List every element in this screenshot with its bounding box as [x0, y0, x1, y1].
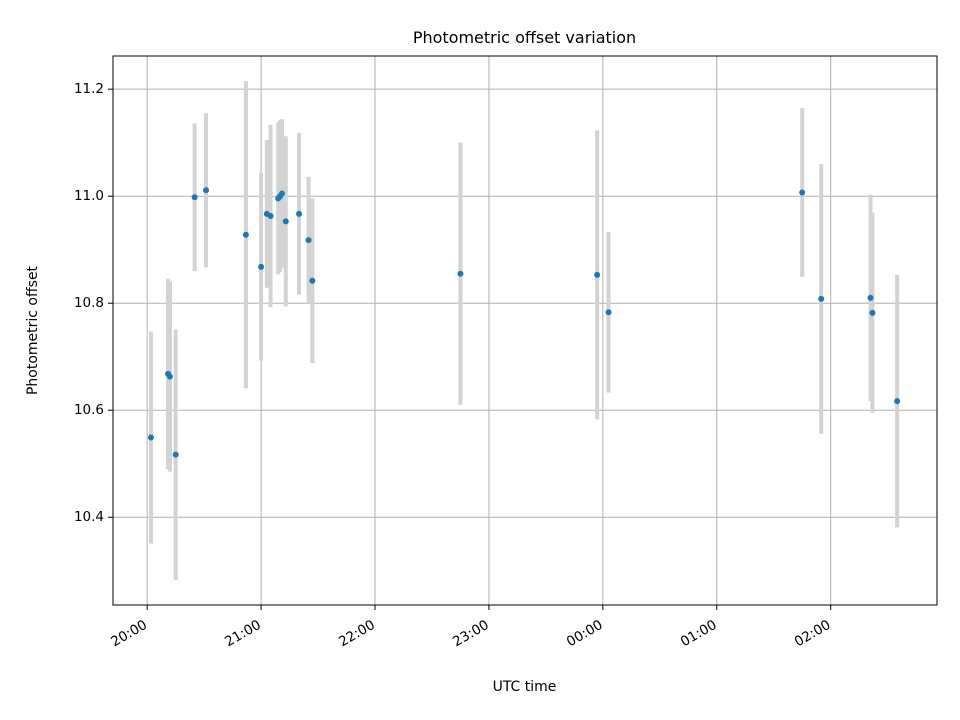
chart-title: Photometric offset variation: [413, 28, 636, 47]
data-point: [605, 309, 612, 316]
x-tick-label: 00:00: [564, 617, 606, 650]
data-point: [258, 263, 265, 270]
y-tick-label: 10.8: [74, 295, 104, 311]
x-axis-label: UTC time: [493, 679, 557, 695]
y-tick-label: 10.4: [74, 509, 104, 525]
data-point: [267, 212, 274, 219]
data-point: [594, 271, 601, 278]
data-point: [799, 189, 806, 196]
data-point: [867, 294, 874, 301]
x-tick-label: 20:00: [108, 617, 150, 650]
x-tick-label: 01:00: [678, 617, 720, 650]
y-tick-label: 11.0: [74, 188, 104, 204]
data-point: [203, 187, 210, 194]
data-point: [147, 434, 154, 441]
y-axis-ticks: 10.4 10.6 10.8 11.0 11.2: [74, 81, 113, 525]
y-tick-label: 11.2: [74, 81, 104, 97]
data-point: [172, 451, 179, 458]
data-point: [282, 218, 289, 225]
data-point: [166, 373, 173, 380]
data-point: [457, 270, 464, 277]
data-point: [305, 237, 312, 244]
error-bars: [148, 81, 900, 580]
y-axis-label: Photometric offset: [25, 265, 41, 395]
x-tick-label: 21:00: [222, 617, 264, 650]
x-tick-label: 22:00: [336, 617, 378, 650]
data-point: [296, 210, 303, 217]
data-point: [894, 398, 901, 405]
y-tick-label: 10.6: [74, 402, 104, 418]
data-point: [818, 295, 825, 302]
data-point: [242, 231, 249, 238]
x-axis-ticks: 20:00 21:00 22:00 23:00 00:00 01:00 02:00: [108, 605, 833, 650]
x-tick-label: 23:00: [450, 617, 492, 650]
data-point: [869, 309, 876, 316]
grid-lines: [113, 56, 937, 605]
data-point: [309, 277, 316, 284]
data-points: [147, 187, 901, 458]
data-point: [278, 190, 285, 197]
plot-frame: [112, 55, 938, 606]
data-point: [191, 194, 198, 201]
x-tick-label: 02:00: [792, 617, 834, 650]
